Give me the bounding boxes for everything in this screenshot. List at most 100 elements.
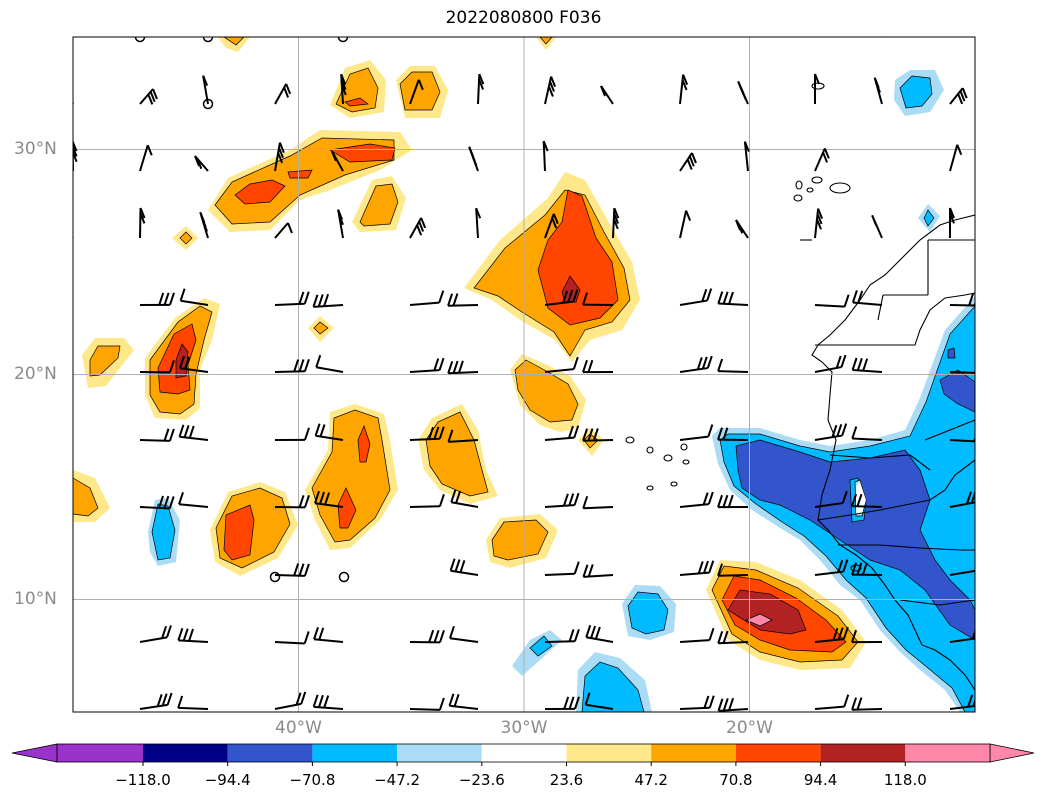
coastline-segment bbox=[877, 294, 884, 321]
wind-barb bbox=[447, 360, 479, 375]
wind-barb bbox=[73, 505, 74, 507]
calm-circle bbox=[202, 37, 214, 43]
colorbar-tick-label: −94.4 bbox=[204, 771, 251, 789]
island bbox=[829, 182, 851, 194]
wind-barb bbox=[814, 354, 847, 373]
wind-barb bbox=[582, 359, 614, 374]
wind-barb bbox=[814, 490, 848, 508]
wind-barb bbox=[206, 37, 208, 38]
wind-barb bbox=[814, 147, 830, 172]
positive-contour-region bbox=[727, 589, 807, 635]
wind-barb bbox=[468, 146, 479, 172]
wind-barb bbox=[315, 354, 344, 373]
calm-circle bbox=[134, 37, 146, 43]
colorbar-segment bbox=[651, 744, 736, 762]
island bbox=[811, 176, 823, 184]
wind-barb bbox=[544, 425, 580, 441]
wind-barb bbox=[544, 492, 580, 508]
wind-barb bbox=[73, 100, 74, 104]
wind-barb bbox=[544, 76, 557, 105]
colorbar-tick-label: −47.2 bbox=[374, 771, 421, 789]
colorbar-tick-label: −70.8 bbox=[289, 771, 336, 789]
plot-title: 2022080800 F036 bbox=[445, 8, 602, 28]
wind-barb bbox=[139, 360, 175, 374]
wind-barb bbox=[409, 629, 445, 644]
wind-barb bbox=[409, 697, 445, 711]
wind-barb bbox=[717, 291, 749, 306]
wind-barb bbox=[542, 140, 549, 172]
positive-contour-region bbox=[223, 504, 255, 561]
negative-contour-region bbox=[627, 591, 669, 635]
wind-barb bbox=[312, 293, 344, 308]
wind-barb bbox=[337, 209, 344, 239]
wind-barb bbox=[815, 37, 817, 38]
wind-barb bbox=[679, 695, 715, 710]
wind-barb bbox=[737, 80, 749, 105]
wind-barb bbox=[612, 207, 620, 239]
wind-barb bbox=[408, 37, 410, 38]
wind-barb bbox=[178, 424, 209, 441]
wind-barb bbox=[851, 562, 883, 576]
positive-contour-region bbox=[311, 409, 391, 543]
lat-label: 10°N bbox=[14, 588, 57, 609]
wind-barb bbox=[851, 357, 883, 373]
wind-barb bbox=[194, 155, 209, 172]
colorbar-tick-label: 118.0 bbox=[883, 771, 927, 789]
wind-barb bbox=[873, 77, 883, 105]
wind-barb bbox=[409, 493, 445, 508]
calm-circle bbox=[337, 37, 349, 43]
lon-label: 30°W bbox=[500, 718, 548, 738]
wind-barb bbox=[814, 423, 848, 441]
wind-barb bbox=[139, 692, 173, 710]
wind-barb bbox=[312, 694, 344, 710]
wind-barb bbox=[139, 292, 175, 306]
colorbar-tick-label: 23.6 bbox=[549, 771, 584, 789]
wind-barb bbox=[450, 489, 479, 508]
wind-barb bbox=[544, 289, 579, 306]
wind-barb bbox=[275, 37, 277, 38]
wind-barb bbox=[447, 429, 479, 443]
wind-barb bbox=[177, 628, 209, 643]
wind-barb bbox=[475, 207, 482, 239]
wind-barb bbox=[544, 213, 559, 239]
wind-barb bbox=[330, 150, 344, 172]
coastline-segment bbox=[924, 419, 975, 441]
wind-barb bbox=[680, 37, 682, 38]
wind-barb bbox=[409, 357, 445, 373]
wind-barb bbox=[582, 428, 614, 442]
wind-barb bbox=[202, 75, 209, 105]
wind-barb bbox=[949, 569, 975, 576]
wind-barb bbox=[814, 559, 849, 576]
lat-label: 30°N bbox=[14, 138, 57, 159]
island bbox=[646, 485, 654, 491]
colorbar-tick-label: 94.4 bbox=[803, 771, 838, 789]
wind-barb bbox=[851, 426, 883, 441]
wind-barb bbox=[717, 358, 749, 373]
wind-barb bbox=[274, 358, 310, 373]
wind-barb bbox=[274, 427, 310, 441]
wind-barb bbox=[814, 73, 820, 104]
colorbar-tick-label: 47.2 bbox=[634, 771, 668, 789]
negative-contour-region bbox=[947, 347, 956, 359]
island bbox=[795, 180, 803, 190]
wind-barb bbox=[679, 355, 713, 373]
wind-barb bbox=[582, 495, 614, 510]
wind-barb bbox=[447, 293, 479, 307]
wind-barb bbox=[179, 355, 209, 373]
colorbar-extend-high bbox=[989, 743, 1035, 763]
positive-contour-region bbox=[537, 189, 619, 326]
wind-barb bbox=[851, 290, 883, 306]
positive-contour-region bbox=[73, 477, 99, 517]
island bbox=[663, 454, 673, 462]
colorbar-tick-label: −118.0 bbox=[115, 771, 171, 789]
wind-barb bbox=[139, 428, 175, 442]
colorbar-segment bbox=[143, 744, 228, 762]
wind-barb bbox=[679, 627, 715, 643]
wind-barb bbox=[880, 37, 882, 38]
wind-barb bbox=[139, 495, 175, 510]
wind-barb bbox=[814, 626, 849, 643]
calm-circle bbox=[269, 571, 281, 583]
wind-barb bbox=[73, 438, 74, 440]
positive-contour-region bbox=[745, 613, 773, 627]
negative-contour-region bbox=[923, 209, 935, 227]
